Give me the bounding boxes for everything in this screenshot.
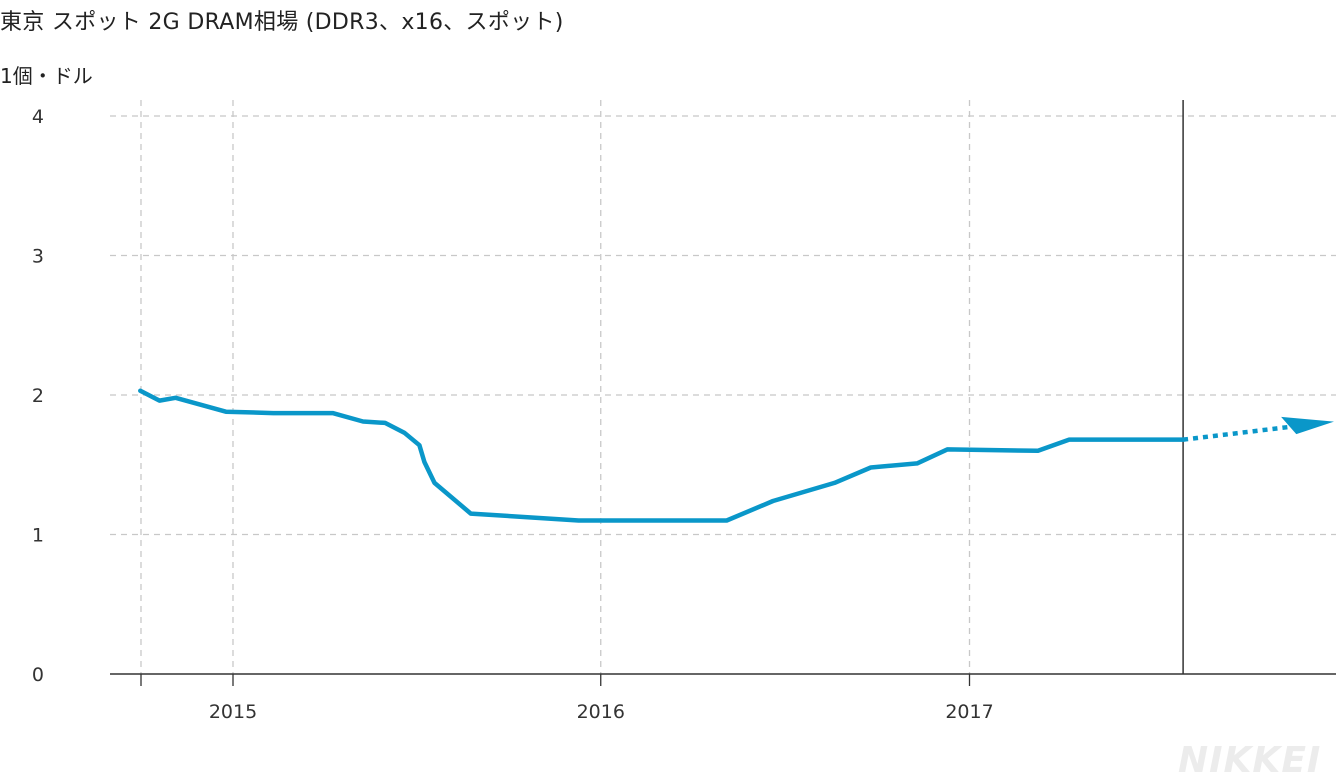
x-tick-label: 2015 — [209, 701, 257, 723]
chart-title: 東京 スポット 2G DRAM相場 (DDR3、x16、スポット) — [0, 10, 564, 35]
axes: 0 1 2 3 4 2015 2016 2017 — [32, 100, 1336, 723]
y-tick-label: 1 — [32, 525, 44, 547]
y-tick-label: 3 — [32, 246, 44, 268]
y-axis-unit-label: 1個・ドル — [0, 64, 93, 88]
forecast-dotted-line — [1182, 423, 1301, 442]
y-tick-label: 0 — [32, 664, 44, 686]
nikkei-logo: NIKKEI — [1178, 740, 1322, 781]
grid — [110, 100, 1336, 674]
y-tick-label: 4 — [32, 106, 44, 128]
y-tick-label: 2 — [32, 385, 44, 407]
series-layer — [138, 388, 1334, 523]
forecast-arrow-head — [1281, 416, 1334, 435]
x-tick-label: 2017 — [945, 701, 993, 723]
price-series-line — [138, 388, 1186, 523]
x-tick-label: 2016 — [577, 701, 625, 723]
